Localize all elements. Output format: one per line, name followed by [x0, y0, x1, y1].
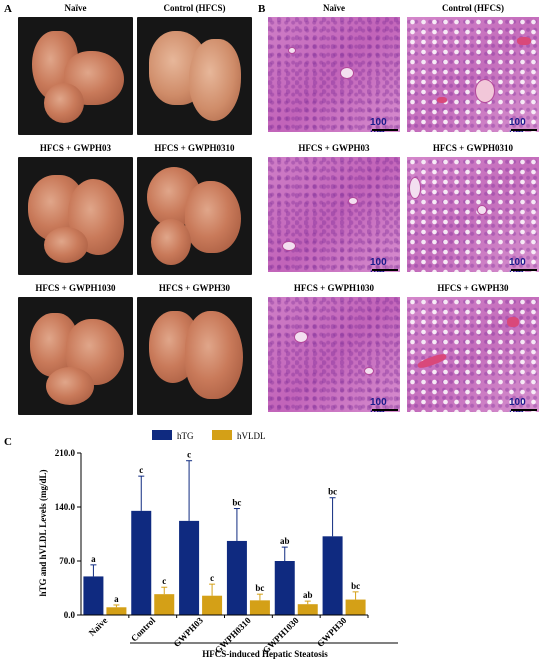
histology-image-gwph0310: 100 μm — [407, 157, 539, 272]
histology-image-gwph03: 100 μm — [268, 157, 400, 272]
significance-letter: c — [162, 576, 166, 586]
y-tick-label: 70.0 — [59, 556, 75, 566]
caption-a-control: Control (HFCS) — [163, 3, 226, 13]
bar-hVLDL-GWPH0310 — [249, 600, 270, 615]
x-tick-label: Control — [129, 615, 158, 644]
bars: a a c c c c bc bc ab ab bc bc — [83, 450, 366, 615]
liver-photo-gwph03 — [18, 157, 133, 275]
liver-photo-gwph0310 — [137, 157, 252, 275]
legend-swatch-hVLDL — [212, 430, 232, 440]
histology-image-control: 100 μm — [407, 17, 539, 132]
significance-letter: ab — [303, 590, 313, 600]
liver-photo-naive — [18, 17, 133, 135]
scale-bar — [511, 129, 537, 131]
liver-photo-gwph30 — [137, 297, 252, 415]
x-axis-label: HFCS-induced Hepatic Steatosis — [202, 649, 328, 659]
y-tick-label: 210.0 — [55, 448, 76, 458]
bar-hVLDL-Control — [154, 594, 175, 615]
legend-label-hTG: hTG — [177, 431, 194, 441]
significance-letter: a — [91, 554, 96, 564]
caption-a-gwph0310: HFCS + GWPH0310 — [154, 143, 235, 153]
y-tick-label: 140.0 — [55, 502, 76, 512]
bar-hTG-GWPH0310 — [226, 540, 247, 615]
significance-letter: bc — [255, 583, 264, 593]
y-tick-label: 0.0 — [64, 610, 76, 620]
legend-swatch-hTG — [152, 430, 172, 440]
caption-b-gwph1030: HFCS + GWPH1030 — [293, 283, 375, 293]
significance-letter: c — [210, 573, 214, 583]
caption-a-gwph30: HFCS + GWPH30 — [158, 283, 231, 293]
caption-b-naive: Naïve — [323, 3, 345, 13]
legend-label-hVLDL: hVLDL — [237, 431, 266, 441]
y-axis-label: hTG and hVLDL Levels (mg/dL) — [38, 469, 48, 596]
significance-letter: a — [114, 594, 119, 604]
liver-photo-control — [137, 17, 252, 135]
bar-hTG-Naïve — [83, 576, 104, 615]
x-tick-label: GWPH03 — [171, 615, 205, 649]
chart-legend: hTG hVLDL — [152, 430, 266, 441]
scale-bar — [372, 269, 398, 271]
significance-letter: bc — [351, 581, 360, 591]
caption-b-gwph0310: HFCS + GWPH0310 — [432, 143, 514, 153]
x-tick-label: GWPH30 — [315, 615, 349, 649]
bar-hTG-GWPH1030 — [274, 561, 295, 615]
bar-hVLDL-GWPH30 — [345, 599, 366, 615]
bar-hTG-GWPH03 — [179, 520, 200, 615]
scale-bar — [372, 409, 398, 411]
bar-hVLDL-GWPH03 — [202, 595, 223, 615]
panel-a-label: A — [4, 3, 12, 15]
caption-b-gwph30: HFCS + GWPH30 — [437, 283, 509, 293]
caption-b-gwph03: HFCS + GWPH03 — [298, 143, 370, 153]
bar-hTG-GWPH30 — [322, 536, 343, 615]
bar-hVLDL-Naïve — [106, 607, 127, 615]
scale-bar — [511, 409, 537, 411]
histology-image-gwph30: 100 μm — [407, 297, 539, 412]
significance-letter: ab — [280, 536, 290, 546]
scale-bar — [372, 129, 398, 131]
scale-bar — [511, 269, 537, 271]
caption-b-control: Control (HFCS) — [441, 3, 505, 13]
histology-image-gwph1030: 100 μm — [268, 297, 400, 412]
caption-a-naive: Naïve — [64, 3, 87, 13]
caption-a-gwph03: HFCS + GWPH03 — [39, 143, 112, 153]
significance-letter: bc — [328, 487, 337, 497]
significance-letter: c — [139, 465, 143, 475]
bar-hTG-Control — [131, 510, 152, 615]
y-axis: 0.0 70.0 140.0 210.0 — [55, 448, 82, 620]
significance-letter: bc — [232, 498, 241, 508]
caption-a-gwph1030: HFCS + GWPH1030 — [35, 283, 116, 293]
bar-hVLDL-GWPH1030 — [297, 604, 318, 615]
liver-photo-gwph1030 — [18, 297, 133, 415]
histology-image-naive: 100 μm — [268, 17, 400, 132]
x-tick-label: Naïve — [87, 615, 110, 638]
panel-b-label: B — [258, 3, 266, 15]
significance-letter: c — [187, 450, 191, 460]
panel-c-label: C — [4, 436, 12, 448]
